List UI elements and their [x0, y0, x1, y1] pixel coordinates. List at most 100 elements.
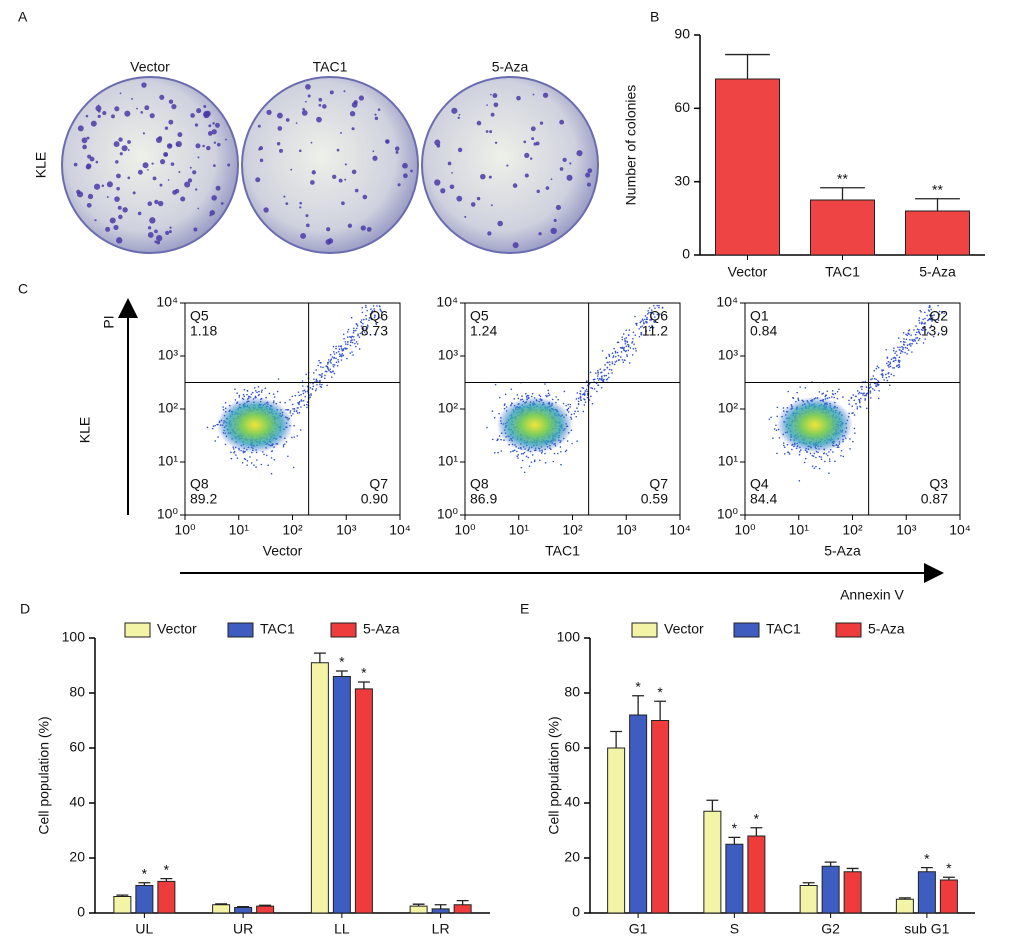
- colony: [154, 199, 159, 205]
- panel-letter: B: [650, 9, 659, 25]
- colony: [301, 110, 308, 116]
- colony: [559, 167, 564, 171]
- colony: [119, 152, 123, 156]
- plate-label: Vector: [130, 59, 170, 75]
- event-dot: [797, 397, 799, 399]
- event-dot: [863, 392, 866, 394]
- event-dot: [906, 353, 908, 355]
- event-dot: [919, 309, 922, 312]
- event-dot: [357, 334, 359, 337]
- event-dot: [831, 396, 833, 398]
- colony: [456, 195, 463, 202]
- colony: [347, 223, 353, 228]
- event-dot: [906, 344, 909, 346]
- error-bar: [802, 882, 815, 886]
- event-dot: [333, 364, 336, 366]
- colony: [374, 116, 379, 121]
- event-dot: [500, 450, 503, 452]
- event-dot: [890, 358, 893, 361]
- event-dot: [617, 341, 620, 344]
- bar: [651, 720, 670, 914]
- plate: [421, 76, 599, 254]
- event-dot: [365, 306, 367, 309]
- colony: [372, 155, 378, 161]
- event-dot: [287, 408, 290, 411]
- event-dot: [820, 456, 822, 458]
- event-dot: [525, 395, 528, 398]
- event-dot: [350, 336, 352, 338]
- colony: [168, 144, 172, 148]
- error-bar: [898, 897, 911, 900]
- event-dot: [338, 345, 340, 348]
- event-dot: [614, 361, 617, 363]
- event-dot: [619, 356, 622, 358]
- colony: [298, 149, 302, 153]
- event-dot: [881, 372, 884, 375]
- colony: [81, 137, 88, 144]
- colony: [516, 95, 521, 101]
- bar: [821, 865, 840, 914]
- colony: [550, 178, 553, 181]
- event-dot: [871, 378, 873, 380]
- event-dot: [828, 472, 830, 474]
- event-dot: [366, 324, 369, 326]
- colony: [190, 113, 195, 118]
- event-dot: [289, 399, 291, 401]
- event-dot: [927, 331, 929, 334]
- y-tick-label: 10³: [438, 347, 459, 363]
- event-dot: [320, 386, 323, 388]
- significance: *: [339, 654, 345, 670]
- quadrant-percent: 0.90: [361, 491, 388, 507]
- event-dot: [304, 395, 307, 398]
- event-dot: [329, 353, 332, 356]
- event-dot: [616, 351, 619, 354]
- event-dot: [880, 373, 883, 376]
- event-dot: [570, 413, 573, 416]
- event-dot: [943, 312, 945, 314]
- colony: [395, 150, 399, 154]
- bar: [409, 905, 428, 914]
- event-dot: [840, 449, 843, 452]
- event-dot: [352, 354, 354, 356]
- event-dot: [292, 466, 295, 469]
- event-dot: [583, 392, 586, 394]
- colony: [458, 113, 461, 116]
- event-dot: [289, 412, 292, 414]
- event-dot: [877, 366, 880, 369]
- colony: [180, 196, 186, 202]
- event-dot: [611, 352, 614, 354]
- event-dot: [640, 320, 643, 323]
- event-dot: [597, 377, 599, 380]
- event-dot: [338, 348, 341, 350]
- event-dot: [631, 342, 633, 344]
- event-dot: [250, 393, 253, 395]
- event-dot: [848, 403, 851, 405]
- colony: [351, 169, 357, 175]
- event-dot: [324, 370, 327, 373]
- quadrant-name: Q8: [190, 476, 209, 492]
- event-dot: [302, 390, 304, 392]
- event-dot: [834, 392, 837, 395]
- colony: [538, 232, 542, 236]
- event-dot: [827, 454, 829, 457]
- colony: [147, 226, 152, 230]
- event-dot: [641, 318, 644, 321]
- plot-label: TAC1: [545, 543, 580, 559]
- event-dot: [773, 428, 776, 430]
- event-dot: [337, 358, 339, 361]
- event-dot: [292, 412, 294, 415]
- event-dot: [924, 311, 926, 314]
- event-dot: [261, 389, 263, 392]
- plot-label: Vector: [263, 543, 303, 559]
- significance: *: [657, 684, 663, 700]
- event-dot: [491, 438, 494, 441]
- colony: [259, 158, 264, 163]
- event-dot: [369, 313, 372, 315]
- event-dot: [326, 363, 329, 365]
- event-dot: [915, 325, 917, 327]
- event-dot: [224, 401, 227, 404]
- event-dot: [582, 410, 585, 413]
- event-dot: [333, 353, 336, 355]
- colony: [354, 188, 359, 193]
- event-dot: [613, 363, 616, 366]
